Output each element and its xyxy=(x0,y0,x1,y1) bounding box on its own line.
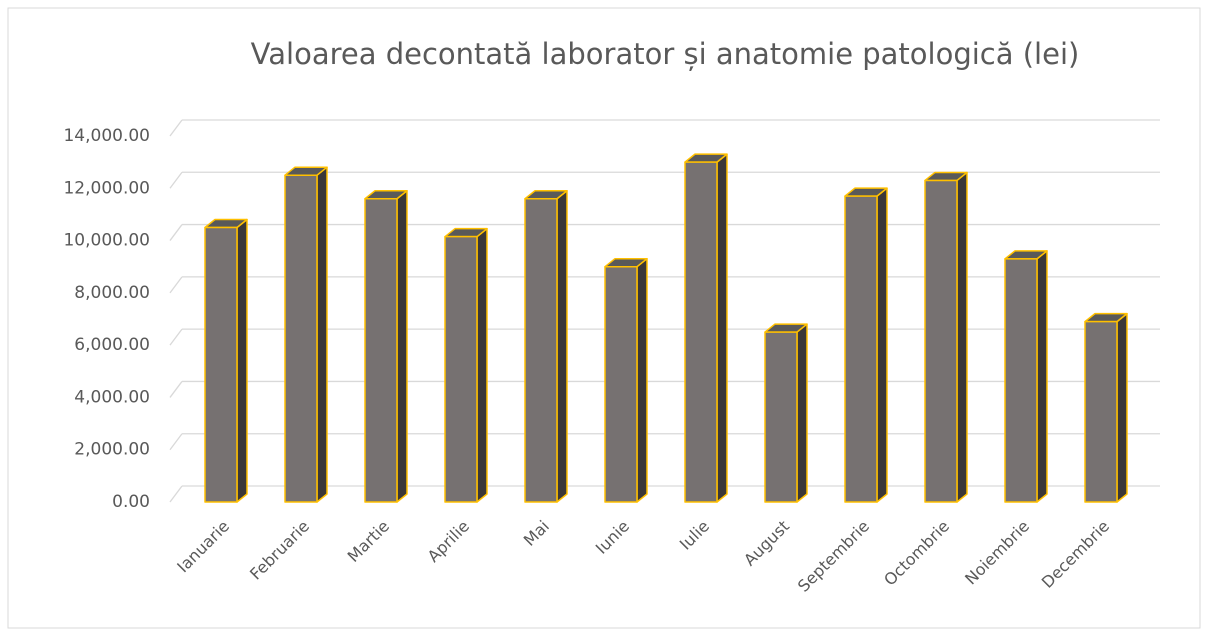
bar-front xyxy=(684,161,718,503)
bar xyxy=(204,218,248,503)
bar xyxy=(444,227,488,503)
bar xyxy=(1004,250,1048,503)
bar-front xyxy=(444,235,478,503)
grid-line-depth xyxy=(169,485,183,503)
bar xyxy=(1084,312,1128,503)
bar-front xyxy=(1004,258,1038,503)
bar-front xyxy=(284,174,318,503)
bar xyxy=(364,189,408,503)
y-tick-label: 10,000.00 xyxy=(63,231,150,251)
bar-front xyxy=(524,197,558,503)
y-tick-label: 14,000.00 xyxy=(63,126,150,146)
bar-side xyxy=(476,227,488,503)
y-tick-label: 4,000.00 xyxy=(74,387,150,407)
y-tick-label: 6,000.00 xyxy=(74,335,150,355)
bar-side xyxy=(876,187,888,503)
bar-side xyxy=(316,166,328,503)
bar xyxy=(924,171,968,503)
bar xyxy=(844,187,888,503)
y-tick-label: 0.00 xyxy=(112,492,150,512)
bar-front xyxy=(604,265,638,503)
y-tick-label: 8,000.00 xyxy=(74,283,150,303)
bar-side xyxy=(1036,250,1048,503)
grid-line-depth xyxy=(169,224,183,241)
grid-line-depth xyxy=(169,276,183,294)
grid-line-depth xyxy=(169,328,183,346)
bar xyxy=(604,257,648,503)
bar xyxy=(524,189,568,503)
bar-side xyxy=(1116,312,1128,503)
bar-front xyxy=(764,331,798,503)
bar-front xyxy=(204,226,238,503)
bar-side xyxy=(556,189,568,503)
bar-front xyxy=(844,195,878,503)
grid-line-depth xyxy=(169,119,183,137)
grid-line-depth xyxy=(169,171,183,189)
bar xyxy=(764,323,808,503)
grid-line-depth xyxy=(169,433,183,451)
bar xyxy=(284,166,328,503)
bar-side xyxy=(716,153,728,503)
bar xyxy=(684,153,728,503)
bar-side xyxy=(796,323,808,503)
bar-front xyxy=(364,197,398,503)
y-tick-label: 2,000.00 xyxy=(74,440,150,460)
bar-side xyxy=(956,171,968,503)
grid-line-depth xyxy=(169,381,183,398)
y-tick-label: 12,000.00 xyxy=(63,178,150,198)
bar-front xyxy=(1084,320,1118,503)
bar-side xyxy=(236,218,248,503)
bar-side xyxy=(396,189,408,503)
bar-front xyxy=(924,179,958,503)
bar-side xyxy=(636,257,648,503)
chart-title: Valoarea decontată laborator și anatomie… xyxy=(251,37,1080,71)
